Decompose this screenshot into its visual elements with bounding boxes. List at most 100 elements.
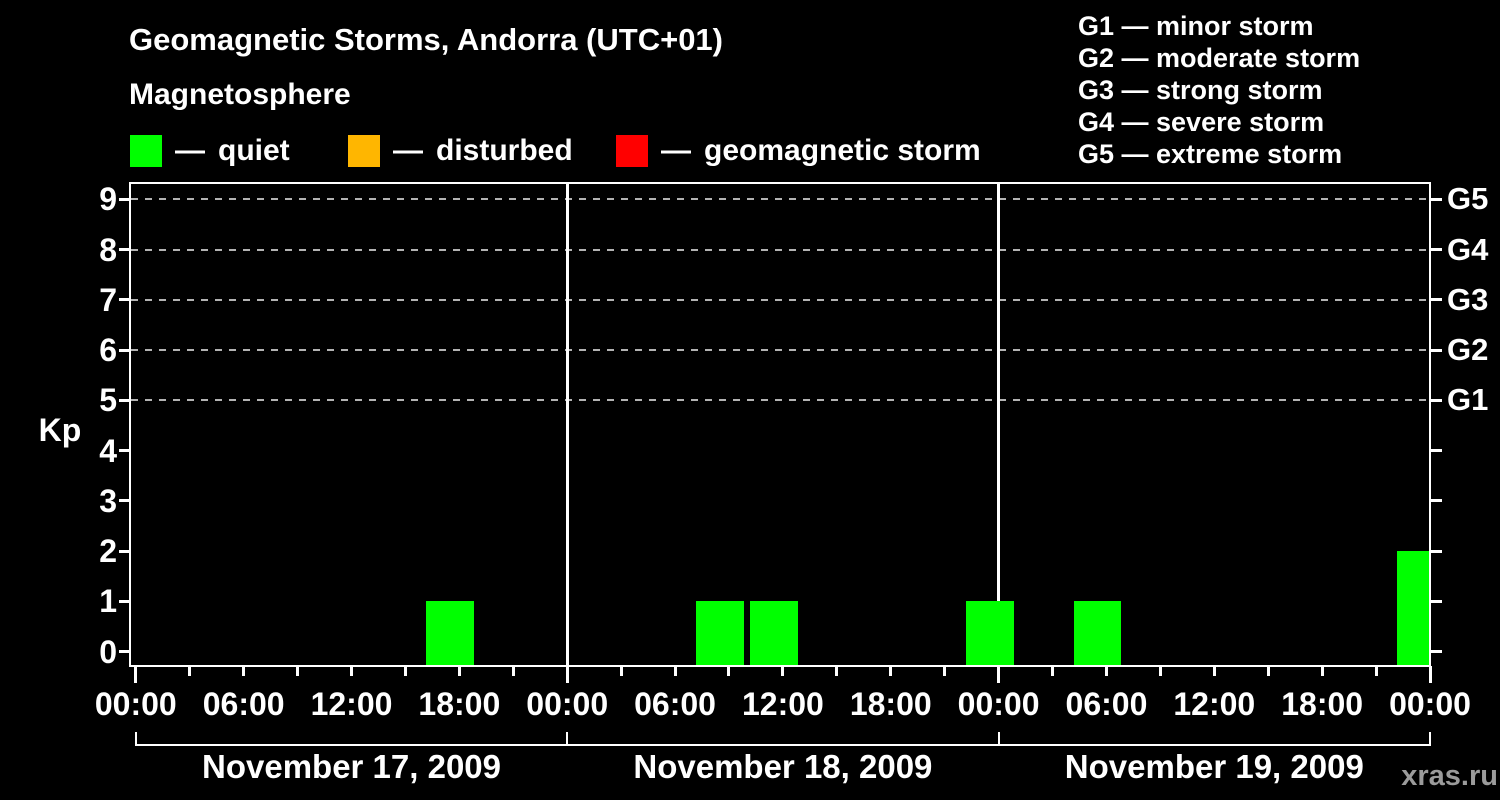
right-tick bbox=[1429, 298, 1442, 302]
y-tick bbox=[119, 348, 131, 352]
legend-item: — geomagnetic storm bbox=[616, 134, 981, 168]
legend-swatch-geomagnetic-storm bbox=[616, 135, 648, 167]
x-hour-label: 00:00 bbox=[94, 686, 177, 722]
x-tick bbox=[565, 666, 569, 683]
right-tick bbox=[1429, 398, 1442, 402]
right-tick bbox=[1429, 549, 1442, 553]
grid-line bbox=[131, 198, 1429, 201]
y-tick-label: 4 bbox=[99, 432, 117, 469]
legend-label: quiet bbox=[218, 134, 290, 167]
x-tick bbox=[1374, 666, 1378, 676]
day-bracket-tick bbox=[134, 732, 137, 746]
x-tick bbox=[296, 666, 300, 676]
g-scale-legend: G1 — minor storm G2 — moderate storm G3 — … bbox=[1078, 10, 1360, 170]
g-level-label: G4 bbox=[1447, 231, 1489, 267]
x-hour-label: 06:00 bbox=[202, 686, 285, 722]
date-label: November 18, 2009 bbox=[633, 748, 933, 785]
g-legend-line: G3 — strong storm bbox=[1078, 75, 1323, 105]
x-tick bbox=[134, 666, 138, 683]
grid-line bbox=[131, 248, 1429, 251]
y-tick bbox=[119, 449, 131, 453]
x-tick bbox=[242, 666, 246, 676]
right-tick bbox=[1429, 248, 1442, 252]
y-tick-label: 8 bbox=[99, 231, 117, 268]
x-hour-label: 00:00 bbox=[526, 686, 609, 722]
legend-item: — disturbed bbox=[348, 134, 573, 168]
g-level-label: G5 bbox=[1447, 181, 1489, 217]
y-tick bbox=[119, 650, 131, 654]
x-tick bbox=[997, 666, 1001, 683]
y-tick-label: 0 bbox=[99, 633, 117, 670]
legend-swatch-quiet bbox=[130, 135, 162, 167]
day-bracket-tick bbox=[1429, 732, 1431, 746]
legend-label: disturbed bbox=[436, 134, 573, 167]
y-axis-title: Kp bbox=[38, 412, 82, 448]
g-legend-line: G5 — extreme storm bbox=[1078, 139, 1343, 169]
legend-dash: — bbox=[175, 134, 205, 167]
y-tick bbox=[119, 599, 131, 603]
grid-line bbox=[131, 399, 1429, 402]
right-tick bbox=[1429, 197, 1442, 201]
x-tick bbox=[1428, 666, 1432, 683]
x-tick bbox=[727, 666, 731, 676]
date-label: November 19, 2009 bbox=[1064, 748, 1364, 785]
kp-bar bbox=[426, 601, 475, 665]
x-tick bbox=[1320, 666, 1324, 676]
grid-line bbox=[131, 298, 1429, 301]
g-legend-line: G1 — minor storm bbox=[1078, 11, 1314, 41]
legend-swatch-disturbed bbox=[348, 135, 380, 167]
y-tick-label: 5 bbox=[99, 382, 117, 419]
x-hour-label: 12:00 bbox=[310, 686, 393, 722]
x-tick bbox=[619, 666, 623, 676]
x-tick bbox=[1051, 666, 1055, 676]
y-tick bbox=[119, 499, 131, 503]
legend-item: — quiet bbox=[130, 134, 290, 168]
g-level-label: G1 bbox=[1447, 382, 1489, 418]
x-tick bbox=[835, 666, 839, 676]
x-hour-label: 00:00 bbox=[957, 686, 1040, 722]
y-tick bbox=[119, 248, 131, 252]
x-tick bbox=[188, 666, 192, 676]
x-hour-label: 18:00 bbox=[1281, 686, 1364, 722]
right-tick bbox=[1429, 499, 1442, 503]
day-bracket bbox=[135, 744, 568, 746]
x-tick bbox=[889, 666, 893, 676]
right-tick bbox=[1429, 449, 1442, 453]
x-hour-label: 18:00 bbox=[849, 686, 932, 722]
kp-bar bbox=[749, 601, 798, 665]
right-tick bbox=[1429, 348, 1442, 352]
g-level-label: G3 bbox=[1447, 281, 1489, 317]
day-bracket-tick bbox=[997, 732, 1000, 746]
kp-bar bbox=[696, 601, 744, 665]
x-tick bbox=[1212, 666, 1216, 676]
x-tick bbox=[943, 666, 947, 676]
x-tick bbox=[350, 666, 353, 676]
day-separator bbox=[997, 184, 1001, 665]
x-tick bbox=[1104, 666, 1108, 676]
legend-dash: — bbox=[393, 134, 423, 167]
chart-title: Geomagnetic Storms, Andorra (UTC+01) bbox=[129, 22, 723, 57]
x-hour-label: 12:00 bbox=[741, 686, 824, 722]
y-tick-label: 9 bbox=[99, 181, 117, 218]
y-tick bbox=[119, 298, 131, 302]
x-hour-label: 12:00 bbox=[1173, 686, 1256, 722]
watermark: xras.ru bbox=[1401, 760, 1498, 792]
x-hour-label: 06:00 bbox=[1065, 686, 1148, 722]
day-bracket bbox=[567, 744, 999, 746]
x-tick bbox=[1266, 666, 1270, 676]
date-label: November 17, 2009 bbox=[201, 748, 502, 785]
x-tick bbox=[511, 666, 515, 676]
y-tick bbox=[119, 549, 131, 553]
x-hour-label: 00:00 bbox=[1389, 686, 1471, 722]
kp-bar bbox=[1073, 601, 1122, 665]
y-tick-label: 7 bbox=[99, 281, 117, 318]
right-tick bbox=[1429, 650, 1442, 654]
plot-inner bbox=[131, 184, 1429, 665]
day-bracket bbox=[998, 744, 1430, 746]
y-tick-label: 6 bbox=[99, 332, 117, 369]
legend-dash: — bbox=[661, 134, 691, 167]
x-tick bbox=[403, 666, 407, 676]
right-tick bbox=[1429, 599, 1442, 603]
g-legend-line: G2 — moderate storm bbox=[1078, 43, 1361, 73]
g-level-label: G2 bbox=[1447, 332, 1489, 368]
